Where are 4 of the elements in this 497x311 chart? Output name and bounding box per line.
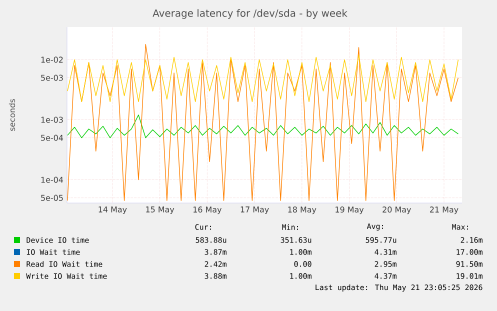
line-series (67, 54, 459, 102)
line-series (67, 44, 459, 201)
chart-title: Average latency for /dev/sda - by week (152, 9, 348, 19)
line-series (67, 114, 459, 138)
